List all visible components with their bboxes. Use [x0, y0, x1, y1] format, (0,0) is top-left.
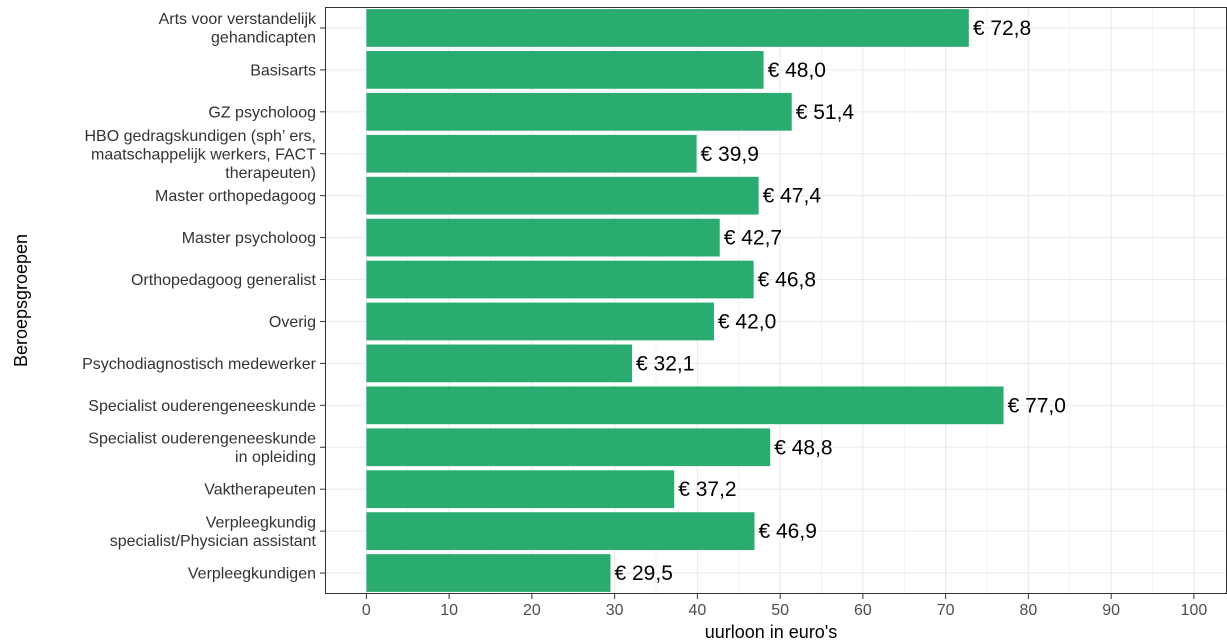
y-tick-label: Specialist ouderengeneeskunde — [88, 398, 316, 415]
data-label: € 48,0 — [768, 59, 826, 82]
y-tick-label: Verpleegkundig specialist/Physician assis… — [110, 514, 317, 550]
bar — [366, 554, 611, 592]
y-tick-label: Psychodiagnostisch medewerker — [82, 356, 317, 373]
y-tick-label: Vaktherapeuten — [204, 482, 316, 499]
x-tick-label: 40 — [688, 602, 706, 619]
y-tick-label: HBO gedragskundigen (sph’ ers, maatschapp… — [84, 128, 316, 182]
x-tick-label: 60 — [854, 602, 872, 619]
bar — [366, 302, 714, 341]
y-tick-label: Master orthopedagoog — [155, 188, 316, 205]
data-label: € 77,0 — [1008, 394, 1066, 417]
y-tick-label: Orthopedagoog generalist — [131, 272, 317, 289]
x-axis-ticks: 0 10 20 30 40 50 60 70 80 90 100 — [362, 594, 1207, 619]
x-axis-title: uurloon in euro's — [705, 622, 838, 641]
bar — [366, 428, 771, 467]
data-label: € 46,8 — [758, 269, 816, 292]
bar — [366, 51, 764, 89]
data-label: € 29,5 — [614, 562, 672, 585]
data-label: € 46,9 — [758, 520, 816, 543]
x-tick-label: 30 — [606, 602, 624, 619]
x-tick-label: 70 — [937, 602, 955, 619]
bar — [366, 344, 633, 383]
y-tick-label: Verpleegkundigen — [188, 566, 316, 583]
y-tick-label: Specialist ouderengeneeskunde in opleidin… — [88, 431, 316, 467]
data-label: € 48,8 — [774, 436, 832, 459]
x-tick-label: 0 — [362, 602, 371, 619]
y-tick-label: Master psycholoog — [182, 230, 316, 247]
bar — [366, 9, 969, 47]
y-tick-label: Arts voor verstandelijk gehandicapten — [159, 11, 317, 47]
bars: € 72,8 € 48,0 € 51,4 € 39,9€ 47,4 € 42,7 € 46… — [366, 9, 1066, 592]
x-tick-label: 20 — [523, 602, 541, 619]
bar — [366, 260, 754, 299]
bar — [366, 470, 675, 509]
x-tick-label: 10 — [440, 602, 458, 619]
bar — [366, 176, 759, 215]
bar — [366, 386, 1004, 425]
y-tick-label: Overig — [269, 314, 316, 331]
data-label: € 39,9 — [701, 143, 759, 166]
data-label: € 37,2 — [678, 478, 736, 501]
y-tick-label: Basisarts — [250, 62, 316, 79]
y-tick-label: GZ psycholoog — [208, 104, 316, 121]
x-tick-label: 50 — [771, 602, 789, 619]
bar — [366, 92, 792, 131]
x-tick-label: 100 — [1181, 602, 1208, 619]
bar — [366, 218, 720, 257]
data-label: € 42,0 — [718, 310, 776, 333]
data-label: € 32,1 — [636, 352, 694, 375]
bar — [366, 134, 697, 173]
y-axis-title: Beroepsgroepen — [11, 234, 31, 367]
x-tick-label: 80 — [1019, 602, 1037, 619]
y-axis-ticks: Arts voor verstandelijk gehandicapten Basi… — [82, 11, 325, 583]
data-label: € 47,4 — [763, 185, 822, 208]
bar — [366, 512, 755, 550]
data-label: € 42,7 — [724, 227, 782, 250]
data-label: € 72,8 — [973, 17, 1031, 40]
data-label: € 51,4 — [796, 101, 855, 124]
x-tick-label: 90 — [1102, 602, 1120, 619]
